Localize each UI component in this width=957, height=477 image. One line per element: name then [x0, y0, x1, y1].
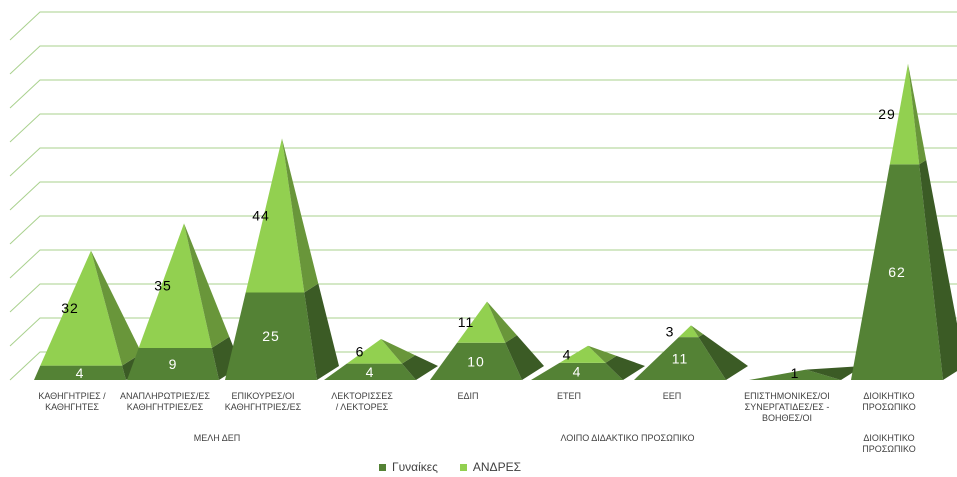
- legend: Γυναίκες ΑΝΔΡΕΣ: [0, 460, 900, 474]
- data-label-women: 4: [76, 365, 85, 381]
- pyramid-segment-men-side: [487, 301, 517, 343]
- pyramid-6: [634, 325, 748, 380]
- gridline: [9, 215, 957, 245]
- legend-swatch-men: [459, 463, 467, 471]
- category-label: ΕΠΙΣΤΗΜΟΝΙΚΕΣ/ΟΙ ΣΥΝΕΡΓΑΤΙΔΕΣ/ΕΣ -ΒΟΗΘΕΣ/…: [744, 391, 830, 423]
- pyramid-segment-men-side: [184, 223, 230, 348]
- gridline: [9, 351, 957, 381]
- gridline: [9, 113, 957, 143]
- category-label: ΚΑΘΗΓΗΤΡΙΕΣ / ΚΑΘΗΓΗΤΕΣ: [38, 391, 106, 412]
- pyramid-segment-men-front: [559, 345, 606, 363]
- legend-label-men: ΑΝΔΡΕΣ: [472, 460, 522, 474]
- pyramid-segment-women-side: [304, 283, 339, 380]
- legend-item-men: ΑΝΔΡΕΣ: [459, 460, 522, 474]
- data-label-women: 62: [888, 264, 906, 280]
- data-label-women: 9: [169, 356, 178, 372]
- pyramid-segment-men-side: [691, 325, 704, 338]
- category-label: ΕΤΕΠ: [557, 391, 581, 401]
- data-label-men: 29: [878, 106, 896, 122]
- category-labels: ΚΑΘΗΓΗΤΡΙΕΣ / ΚΑΘΗΓΗΤΕΣ ΑΝΑΠΛΗΡΩΤΡΙΕΣ/ΕΣ ΚΑ…: [38, 391, 915, 423]
- pyramid-5: [531, 345, 645, 380]
- gridline: [9, 317, 957, 347]
- gridline: [9, 45, 957, 75]
- legend-item-women: Γυναίκες: [378, 460, 438, 474]
- category-label: ΕΕΠ: [663, 391, 682, 401]
- data-label-women: 10: [467, 353, 485, 369]
- pyramid-segment-men-front: [678, 325, 699, 338]
- pyramid-segment-men-front: [889, 63, 920, 165]
- data-label-women: 11: [672, 351, 689, 367]
- pyramids: [34, 63, 957, 380]
- data-label-men: 44: [252, 207, 270, 223]
- pyramid-segment-men-side: [282, 138, 319, 293]
- pyramid-segment-men-side: [588, 345, 617, 363]
- category-label: ΕΠΙΚΟΥΡΕΣ/ΟΙ ΚΑΘΗΓΗΤΡΙΕΣ/ΕΣ: [225, 391, 302, 412]
- pyramid-segment-women-side: [919, 160, 957, 380]
- category-label: ΑΝΑΠΛΗΡΩΤΡΙΕΣ/ΕΣ ΚΑΘΗΓΗΤΡΙΕΣ/ΕΣ: [120, 391, 210, 412]
- gridline: [9, 79, 957, 109]
- pyramid-4: [430, 301, 544, 380]
- group-labels: ΜΕΛΗ ΔΕΠ ΛΟΙΠΟ ΔΙΔΑΚΤΙΚΟ ΠΡΟΣΩΠΙΚΟ ΔΙΟΙΚΗΤ…: [194, 433, 916, 454]
- pyramid-2: [225, 138, 339, 380]
- gridline: [9, 181, 957, 211]
- pyramid-segment-men-front: [245, 138, 305, 293]
- data-label-women: 1: [791, 365, 800, 381]
- data-label-men: 3: [666, 323, 675, 339]
- legend-swatch-women: [378, 463, 386, 471]
- data-label-men: 6: [356, 343, 365, 359]
- pyramid-segment-women-side: [402, 355, 438, 380]
- pyramid-segment-women-front: [324, 363, 416, 380]
- pyramid-segment-women-front: [749, 369, 841, 380]
- pyramid-segment-men-side: [381, 339, 416, 364]
- gridline: [9, 283, 957, 313]
- data-label-women: 25: [262, 328, 280, 344]
- pyramid-1: [127, 223, 241, 380]
- pyramid-0: [34, 250, 148, 380]
- gridline: [9, 11, 957, 41]
- category-label: ΔΙΟΙΚΗΤΙΚΟ ΠΡΟΣΩΠΙΚΟ: [862, 391, 916, 412]
- data-label-women: 4: [573, 363, 582, 379]
- pyramid-segment-women-front: [225, 292, 317, 380]
- pyramid-segment-women-side: [605, 355, 645, 380]
- gridlines: [9, 11, 957, 381]
- pyramid-segment-men-side: [91, 250, 142, 366]
- pyramid-segment-men-side: [908, 63, 927, 165]
- group-label: ΔΙΟΙΚΗΤΙΚΟ ΠΡΟΣΩΠΙΚΟ: [862, 433, 916, 454]
- data-label-men: 35: [154, 278, 172, 294]
- pyramid-3: [324, 339, 438, 380]
- data-label-men: 11: [458, 314, 475, 330]
- pyramid-segment-women-front: [531, 362, 623, 380]
- pyramid-8: [851, 63, 957, 380]
- pyramid-segment-women-front: [851, 164, 943, 380]
- pyramid-7: [749, 366, 863, 380]
- pyramid-segment-women-side: [698, 334, 748, 380]
- pyramid-segment-women-side: [806, 366, 863, 380]
- group-label: ΛΟΙΠΟ ΔΙΔΑΚΤΙΚΟ ΠΡΟΣΩΠΙΚΟ: [560, 433, 694, 443]
- data-label-men: 4: [563, 346, 572, 362]
- data-label-men: 32: [61, 300, 79, 316]
- pyramid-segment-women-front: [127, 348, 219, 380]
- gridline: [9, 147, 957, 177]
- pyramid-segment-women-side: [505, 335, 544, 380]
- data-label-women: 4: [366, 364, 375, 380]
- group-label: ΜΕΛΗ ΔΕΠ: [194, 433, 241, 443]
- pyramid-segment-women-front: [430, 342, 522, 380]
- gridline: [9, 249, 957, 279]
- category-label: ΛΕΚΤΟΡΙΣΣΕΣ / ΛΕΚΤΟΡΕΣ: [331, 391, 393, 412]
- pyramid-segment-men-front: [40, 250, 123, 366]
- pyramid-segment-men-front: [346, 339, 402, 364]
- legend-label-women: Γυναίκες: [391, 460, 438, 474]
- pyramid-segment-men-front: [138, 223, 212, 348]
- category-label: ΕΔΙΠ: [457, 391, 478, 401]
- pyramid-segment-women-front: [634, 337, 726, 380]
- pyramid-segment-men-front: [457, 301, 506, 343]
- pyramid-segment-women-front: [34, 365, 126, 380]
